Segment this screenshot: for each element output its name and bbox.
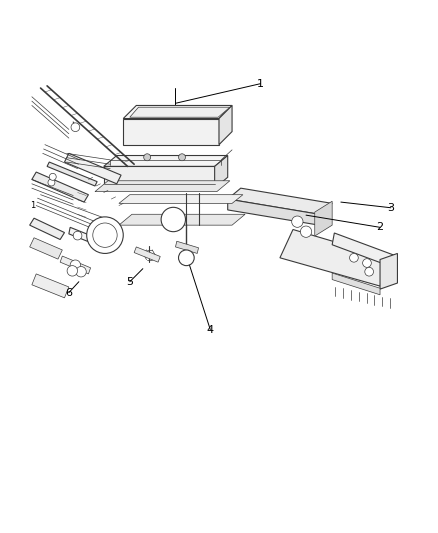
Circle shape xyxy=(87,217,123,254)
Polygon shape xyxy=(64,154,121,184)
Text: 5: 5 xyxy=(126,277,133,287)
Polygon shape xyxy=(119,214,245,225)
Polygon shape xyxy=(104,156,228,166)
Circle shape xyxy=(76,266,86,277)
Circle shape xyxy=(292,216,303,228)
Polygon shape xyxy=(95,181,230,192)
Polygon shape xyxy=(176,241,198,254)
Circle shape xyxy=(48,179,55,186)
Polygon shape xyxy=(123,106,232,118)
Circle shape xyxy=(363,259,371,268)
Polygon shape xyxy=(134,247,160,262)
Polygon shape xyxy=(380,254,397,289)
Polygon shape xyxy=(69,228,92,243)
Circle shape xyxy=(161,207,185,232)
Circle shape xyxy=(179,154,185,161)
Circle shape xyxy=(179,250,194,265)
Polygon shape xyxy=(119,195,243,204)
Text: 1: 1 xyxy=(257,79,264,88)
Polygon shape xyxy=(104,166,215,188)
Polygon shape xyxy=(228,199,319,225)
Circle shape xyxy=(144,154,151,161)
Circle shape xyxy=(300,226,312,237)
Polygon shape xyxy=(280,230,389,286)
Text: 2: 2 xyxy=(377,222,384,232)
Polygon shape xyxy=(228,188,332,214)
Circle shape xyxy=(70,260,81,270)
Polygon shape xyxy=(30,238,62,259)
Text: 3: 3 xyxy=(388,203,394,213)
Polygon shape xyxy=(60,256,91,274)
Polygon shape xyxy=(32,274,69,298)
Polygon shape xyxy=(123,118,219,144)
Polygon shape xyxy=(215,156,228,188)
Polygon shape xyxy=(130,107,230,117)
Circle shape xyxy=(350,254,358,262)
Text: 6: 6 xyxy=(65,288,72,297)
Polygon shape xyxy=(332,273,380,295)
Polygon shape xyxy=(32,172,88,202)
Polygon shape xyxy=(47,162,97,186)
Circle shape xyxy=(73,231,82,240)
Polygon shape xyxy=(315,201,332,236)
Polygon shape xyxy=(219,106,232,144)
Circle shape xyxy=(71,123,80,132)
Circle shape xyxy=(49,173,56,180)
Text: 4: 4 xyxy=(207,325,214,335)
Circle shape xyxy=(365,268,374,276)
Text: 1: 1 xyxy=(30,201,35,210)
Polygon shape xyxy=(30,218,64,239)
Circle shape xyxy=(67,265,78,276)
Polygon shape xyxy=(332,233,395,268)
